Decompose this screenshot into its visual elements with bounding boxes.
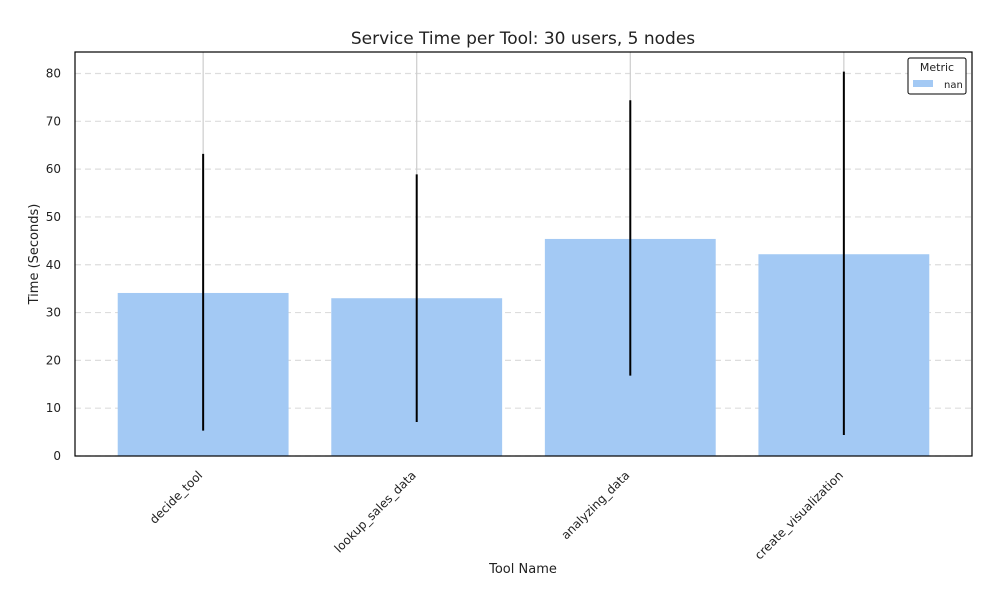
bars [117,238,930,456]
legend-entry-label: nan [944,80,963,91]
y-axis-label: Time (Seconds) [27,204,42,306]
legend: Metric nan [907,57,967,95]
x-tick-label: lookup_sales_data [332,468,419,555]
y-tick-label: 40 [46,258,61,272]
y-axis-ticks: 0 10 20 30 40 50 60 70 80 [46,67,61,463]
chart-title: Service Time per Tool: 30 users, 5 nodes [351,29,695,49]
x-axis-label: Tool Name [488,562,557,577]
y-tick-label: 60 [46,162,61,176]
y-tick-label: 50 [46,210,61,224]
x-axis-ticks: decide_tool lookup_sales_data analyzing_da… [147,468,846,562]
y-tick-label: 0 [53,449,61,463]
plot-frame [74,51,973,457]
y-tick-label: 10 [46,401,61,415]
error-bars [202,71,845,435]
y-tick-label: 80 [46,67,61,81]
x-tick-label: analyzing_data [558,468,632,542]
y-tick-label: 70 [46,114,61,128]
y-tick-label: 30 [46,306,61,320]
legend-title: Metric [920,61,954,74]
x-tick-label: create_visualization [752,468,846,562]
x-tick-label: decide_tool [147,468,205,526]
y-tick-label: 20 [46,353,61,367]
legend-swatch [913,80,933,87]
